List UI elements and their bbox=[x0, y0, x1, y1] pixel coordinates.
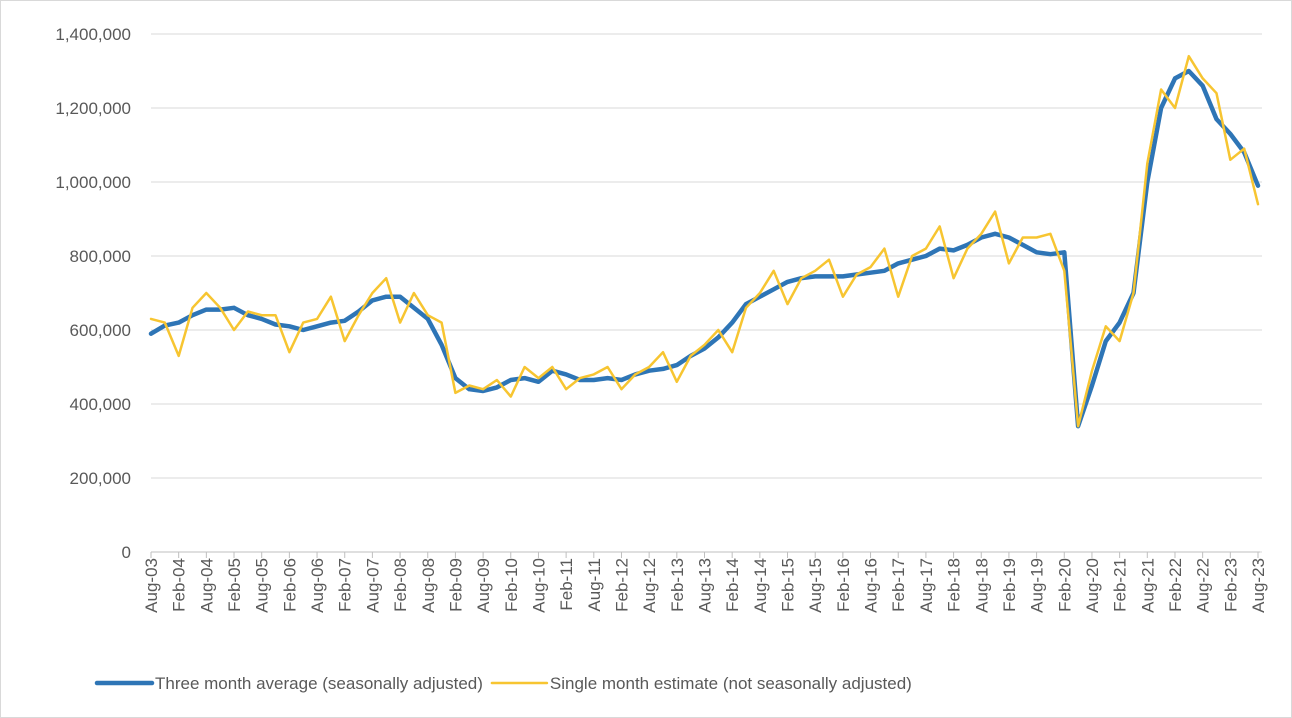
x-tick-label: Aug-10 bbox=[529, 558, 548, 613]
x-tick-label: Feb-05 bbox=[225, 558, 244, 612]
x-tick-label: Feb-09 bbox=[446, 558, 465, 612]
y-tick-label: 1,000,000 bbox=[55, 173, 131, 192]
x-tick-label: Feb-17 bbox=[889, 558, 908, 612]
x-tick-label: Feb-06 bbox=[280, 558, 299, 612]
legend-label: Single month estimate (not seasonally ad… bbox=[550, 674, 912, 693]
y-tick-label: 0 bbox=[122, 543, 131, 562]
x-tick-label: Aug-05 bbox=[253, 558, 272, 613]
x-tick-label: Feb-23 bbox=[1221, 558, 1240, 612]
legend-label: Three month average (seasonally adjusted… bbox=[155, 674, 483, 693]
x-tick-label: Feb-07 bbox=[336, 558, 355, 612]
x-tick-label: Feb-14 bbox=[723, 558, 742, 612]
x-tick-label: Aug-20 bbox=[1083, 558, 1102, 613]
x-tick-label: Aug-21 bbox=[1138, 558, 1157, 613]
x-tick-label: Aug-11 bbox=[585, 558, 604, 612]
x-tick-label: Aug-15 bbox=[806, 558, 825, 613]
x-tick-label: Aug-17 bbox=[917, 558, 936, 613]
x-tick-label: Aug-07 bbox=[363, 558, 382, 613]
x-tick-label: Feb-21 bbox=[1111, 558, 1130, 612]
x-tick-label: Aug-13 bbox=[696, 558, 715, 613]
x-tick-label: Aug-19 bbox=[1028, 558, 1047, 613]
x-tick-label: Feb-11 bbox=[557, 558, 576, 611]
y-tick-label: 800,000 bbox=[70, 247, 131, 266]
x-tick-label: Aug-04 bbox=[197, 558, 216, 613]
x-tick-label: Aug-08 bbox=[419, 558, 438, 613]
series-line bbox=[149, 54, 1260, 428]
x-tick-label: Aug-12 bbox=[640, 558, 659, 613]
x-tick-label: Aug-14 bbox=[751, 558, 770, 613]
x-tick-label: Aug-03 bbox=[142, 558, 161, 613]
x-tick-label: Aug-22 bbox=[1194, 558, 1213, 613]
y-tick-label: 1,200,000 bbox=[55, 99, 131, 118]
x-tick-label: Feb-16 bbox=[834, 558, 853, 612]
x-tick-label: Feb-13 bbox=[668, 558, 687, 612]
x-tick-label: Feb-22 bbox=[1166, 558, 1185, 612]
y-tick-label: 400,000 bbox=[70, 395, 131, 414]
x-tick-label: Feb-04 bbox=[170, 558, 189, 612]
x-tick-label: Feb-19 bbox=[1000, 558, 1019, 612]
x-tick-label: Feb-12 bbox=[612, 558, 631, 612]
x-tick-label: Feb-08 bbox=[391, 558, 410, 612]
y-tick-label: 600,000 bbox=[70, 321, 131, 340]
x-tick-label: Feb-20 bbox=[1055, 558, 1074, 612]
x-tick-label: Aug-06 bbox=[308, 558, 327, 613]
x-tick-label: Aug-23 bbox=[1249, 558, 1268, 613]
x-tick-label: Aug-18 bbox=[972, 558, 991, 613]
x-tick-label: Feb-10 bbox=[502, 558, 521, 612]
y-tick-label: 200,000 bbox=[70, 469, 131, 488]
x-tick-label: Aug-16 bbox=[862, 558, 881, 613]
y-tick-label: 1,400,000 bbox=[55, 25, 131, 44]
x-tick-label: Feb-18 bbox=[945, 558, 964, 612]
x-tick-label: Feb-15 bbox=[779, 558, 798, 612]
x-tick-label: Aug-09 bbox=[474, 558, 493, 613]
